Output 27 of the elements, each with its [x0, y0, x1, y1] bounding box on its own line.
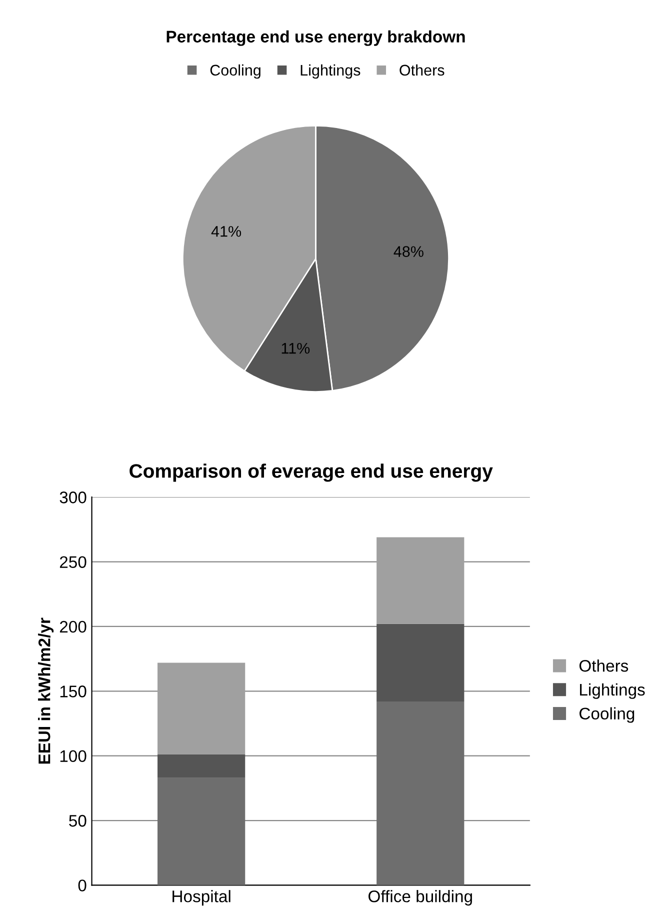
legend-label: Others — [579, 660, 628, 672]
y-tick-label: 250 — [60, 556, 86, 568]
bar — [158, 778, 246, 886]
y-tick-label: 0 — [78, 880, 86, 892]
bar — [376, 537, 464, 624]
y-tick-label: 100 — [60, 750, 86, 762]
data-label: 48% — [394, 246, 424, 257]
legend-label: Lightings — [580, 683, 645, 699]
legend-label: Cooling — [210, 64, 260, 79]
y-tick-label: 200 — [60, 620, 86, 633]
chart-title: Percentage end use energy brakdown — [166, 30, 465, 46]
legend-label: Lightings — [300, 64, 360, 79]
data-label: 11% — [282, 342, 310, 354]
bar — [158, 754, 246, 778]
data-label: 41% — [211, 226, 242, 237]
y-tick-label: 300 — [60, 492, 86, 504]
legend-label: Cooling — [580, 707, 634, 723]
y-tick-label: 150 — [60, 686, 86, 698]
x-tick-label: Office building — [368, 890, 472, 906]
x-tick-label: Hospital — [172, 890, 230, 906]
legend-label: Others — [400, 64, 444, 76]
bar — [376, 624, 464, 702]
bar — [376, 702, 464, 886]
bar — [158, 662, 246, 755]
y-axis-title: EEUI in kWh/m2/yr — [38, 618, 54, 764]
chart-title: Comparison of everage end use energy — [130, 464, 493, 482]
y-tick-label: 50 — [69, 814, 86, 827]
